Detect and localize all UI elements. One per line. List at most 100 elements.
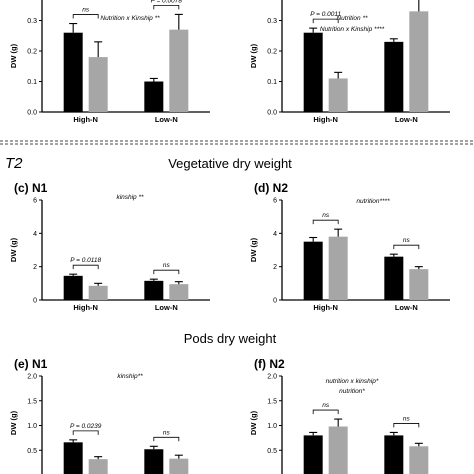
- panel-label: (d) N2: [254, 181, 288, 195]
- bar-high-n-series-2: [88, 459, 108, 474]
- panel-label: (f) N2: [254, 357, 285, 371]
- stat-annotation: nutrition****: [356, 198, 390, 205]
- y-tick-label: 0.3: [27, 18, 37, 25]
- y-tick-label: 1.5: [267, 398, 277, 405]
- x-tick-label: High-N: [73, 303, 98, 312]
- y-tick-label: 0.0: [27, 110, 37, 117]
- comparison-bracket: [72, 430, 99, 435]
- y-tick-label: 2.0: [267, 374, 277, 381]
- comparison-label: P = 0.0011: [310, 11, 341, 18]
- y-tick-label: 0.0: [267, 110, 277, 117]
- section-title-pods: Pods dry weight: [184, 331, 277, 346]
- comparison-bracket: [72, 264, 99, 270]
- time-label: T2: [5, 155, 23, 172]
- bar-low-n-series-1: [144, 81, 164, 112]
- bar-high-n-series-2: [88, 57, 108, 112]
- y-axis-label: DW (g): [9, 43, 18, 68]
- comparison-label: P = 0.0118: [70, 257, 101, 264]
- bar-high-n-series-1: [303, 435, 323, 474]
- bar-high-n-series-2: [328, 236, 348, 300]
- panel-label: (c) N1: [14, 181, 48, 195]
- bar-high-n-series-1: [63, 275, 83, 300]
- y-tick-label: 0.5: [27, 448, 37, 455]
- stat-annotation: Nutrition **: [336, 15, 368, 22]
- stat-annotation: nutrition*: [339, 388, 365, 395]
- stat-annotation: nutrition x kinship*: [326, 378, 379, 385]
- y-tick-label: 4: [33, 231, 37, 238]
- y-tick-label: 0.2: [27, 49, 37, 56]
- comparison-label: ns: [163, 262, 171, 269]
- y-axis-label: DW (g): [249, 43, 258, 68]
- y-tick-label: 0.3: [267, 18, 277, 25]
- y-tick-label: 2: [33, 264, 37, 271]
- comparison-bracket: [153, 5, 180, 10]
- y-tick-label: 4: [273, 231, 277, 238]
- stat-annotation: Nutrition x Kinship ****: [320, 26, 385, 33]
- bar-low-n-series-2: [169, 458, 189, 474]
- bar-high-n-series-2: [328, 78, 348, 112]
- comparison-label: ns: [163, 429, 171, 436]
- bar-low-n-series-1: [144, 449, 164, 474]
- bar-high-n-series-1: [303, 241, 323, 300]
- x-tick-label: Low-N: [155, 303, 178, 312]
- bar-low-n-series-1: [384, 256, 404, 300]
- bar-low-n-series-2: [409, 269, 429, 300]
- stat-annotation: kinship**: [117, 373, 143, 380]
- x-tick-label: Low-N: [155, 115, 178, 124]
- comparison-label: ns: [322, 212, 330, 219]
- bar-low-n-series-1: [384, 435, 404, 474]
- comparison-bracket: [312, 219, 339, 225]
- y-tick-label: 6: [33, 198, 37, 205]
- bar-high-n-series-1: [63, 442, 83, 474]
- y-tick-label: 0: [273, 298, 277, 305]
- bar-low-n-series-1: [384, 41, 404, 112]
- comparison-bracket: [393, 423, 420, 428]
- comparison-bracket: [153, 269, 180, 275]
- bar-high-n-series-1: [303, 32, 323, 113]
- bar-low-n-series-2: [169, 29, 189, 112]
- comparison-bracket: [312, 409, 339, 415]
- y-tick-label: 0.5: [267, 448, 277, 455]
- comparison-label: ns: [403, 415, 411, 422]
- y-tick-label: 2.0: [27, 374, 37, 381]
- y-tick-label: 0.1: [27, 79, 37, 86]
- comparison-label: ns: [82, 7, 90, 14]
- stat-annotation: kinship **: [116, 194, 144, 201]
- y-tick-label: 0: [33, 298, 37, 305]
- y-axis-label: DW (g): [249, 237, 258, 262]
- bar-low-n-series-2: [409, 446, 429, 474]
- y-tick-label: 1.5: [27, 398, 37, 405]
- comparison-label: P = 0.0239: [70, 423, 102, 430]
- comparison-label: ns: [322, 402, 330, 409]
- comparison-label: P = 0.0078: [151, 0, 183, 4]
- bar-high-n-series-2: [328, 426, 348, 474]
- x-tick-label: High-N: [73, 115, 98, 124]
- x-tick-label: Low-N: [395, 303, 418, 312]
- comparison-bracket: [153, 436, 180, 442]
- bar-high-n-series-1: [63, 32, 83, 113]
- y-tick-label: 0.2: [267, 49, 277, 56]
- bar-low-n-series-1: [144, 280, 164, 300]
- y-tick-label: 2: [273, 264, 277, 271]
- panel-label: (e) N1: [14, 357, 48, 371]
- x-tick-label: Low-N: [395, 115, 418, 124]
- comparison-label: ns: [403, 237, 411, 244]
- comparison-bracket: [393, 244, 420, 250]
- x-tick-label: High-N: [313, 303, 338, 312]
- bar-high-n-series-2: [88, 285, 108, 300]
- y-tick-label: 1.0: [27, 423, 37, 430]
- y-tick-label: 1.0: [267, 423, 277, 430]
- x-tick-label: High-N: [313, 115, 338, 124]
- comparison-bracket: [312, 18, 339, 24]
- y-axis-label: DW (g): [9, 410, 18, 435]
- y-tick-label: 6: [273, 198, 277, 205]
- y-tick-label: 0.1: [267, 79, 277, 86]
- bar-low-n-series-2: [169, 284, 189, 300]
- comparison-bracket: [72, 14, 99, 19]
- section-title-vegetative: Vegetative dry weight: [168, 156, 292, 171]
- y-axis-label: DW (g): [249, 410, 258, 435]
- y-axis-label: DW (g): [9, 237, 18, 262]
- stat-annotation: Nutrition x Kinship **: [100, 15, 160, 22]
- bar-low-n-series-2: [409, 11, 429, 113]
